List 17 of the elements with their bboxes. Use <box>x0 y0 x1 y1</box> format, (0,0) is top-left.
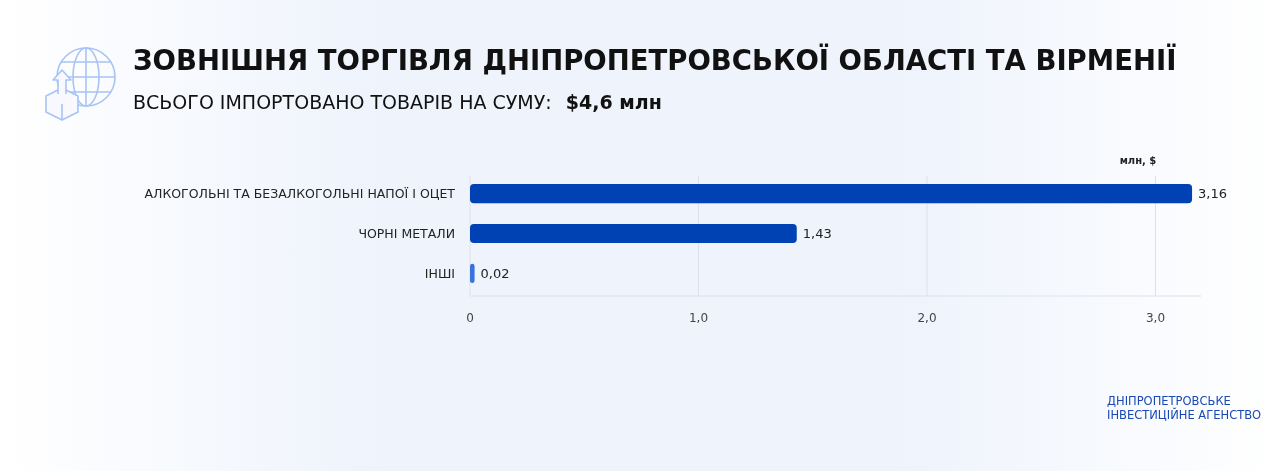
data-label: 0,02 <box>480 265 510 281</box>
text: ДНІПРОПЕТРОВСЬКЕ ІНВЕСТИЦІЙНЕ АГЕНСТВО <box>1107 394 1262 422</box>
chart-subtitle: ВСЬОГО ІМПОРТОВАНО ТОВАРІВ НА СУМУ: $4,6 млн <box>133 91 662 113</box>
x-tick-label: 0 <box>466 311 474 325</box>
y-tick-label: ЧОРНІ МЕТАЛИ <box>358 225 455 241</box>
data-label: 3,16 <box>1198 186 1228 202</box>
x-tick-label: 2,0 <box>917 311 937 325</box>
y-tick-label: АЛКОГОЛЬНІ ТА БЕЗАЛКОГОЛЬНІ НАПОЇ І ОЦЕТ <box>144 185 456 201</box>
x-axis-title: млн, $ <box>1119 155 1157 166</box>
bar <box>470 223 797 244</box>
bar <box>470 263 475 284</box>
x-tick-label: 3,0 <box>1145 311 1166 325</box>
bar <box>470 183 1193 204</box>
x-tick-label: 1,0 <box>688 311 709 325</box>
data-label: 1,43 <box>802 226 832 242</box>
chart-title: ЗОВНІШНЯ ТОРГІВЛЯ ДНІПРОПЕТРОВСЬКОЇ ОБЛАСТІ ТА ВІРМЕНІЇ <box>133 43 1177 76</box>
y-tick-label: ІНШІ <box>424 265 455 281</box>
